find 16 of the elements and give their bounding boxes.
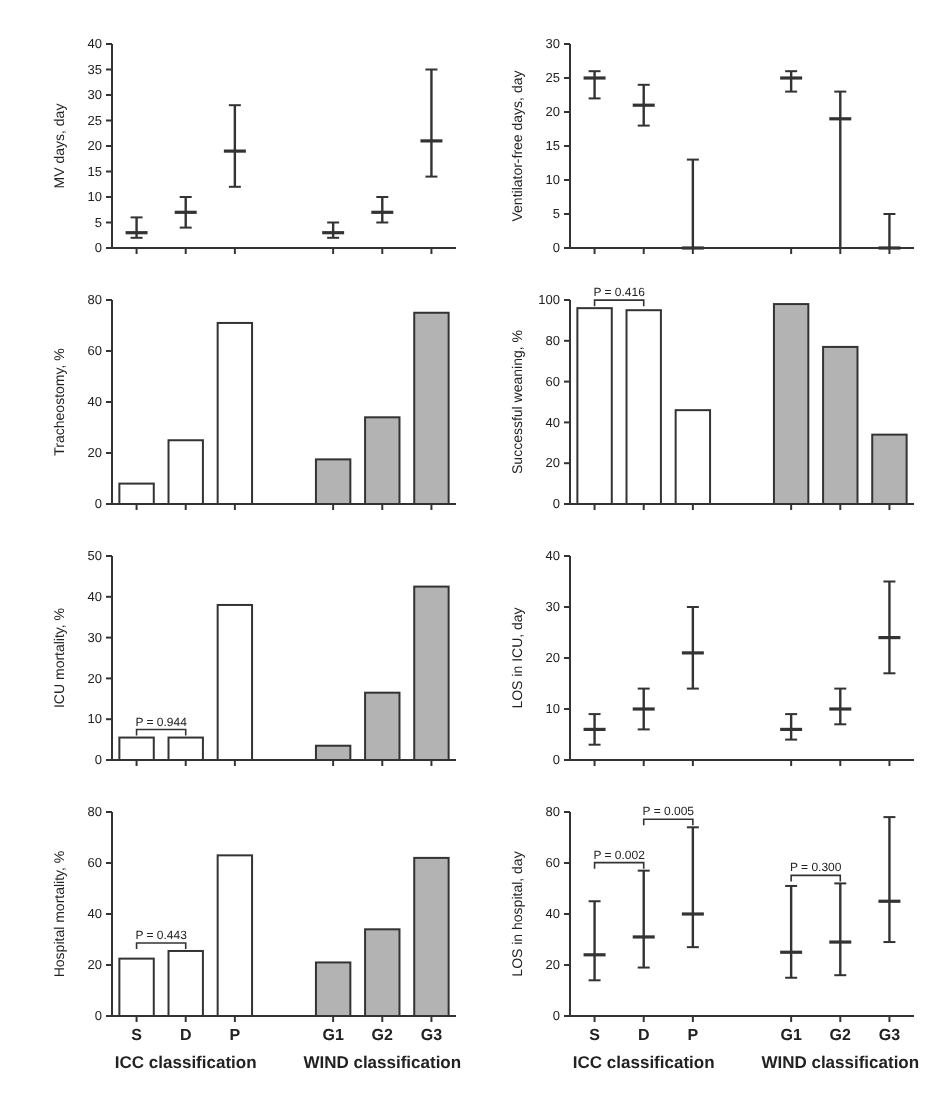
x-tick-label: S	[131, 1026, 144, 1044]
x-tick-label: D	[179, 1026, 192, 1044]
x-tick-label: G3	[878, 1026, 902, 1044]
x-tick-label: S	[589, 1026, 602, 1044]
x-tick-label: G1	[322, 1026, 345, 1044]
text: WIND classification	[761, 1052, 920, 1072]
text: ICC classification	[572, 1052, 715, 1072]
x-tick-label: D	[637, 1026, 650, 1044]
x-tick-label: G1	[780, 1026, 803, 1044]
x-tick-label: G2	[829, 1026, 853, 1044]
x-tick-label: P	[229, 1026, 242, 1044]
x-tick-label: P	[687, 1026, 700, 1044]
text: WIND classification	[303, 1052, 462, 1072]
x-tick-label: G2	[371, 1026, 395, 1044]
text: ICC classification	[114, 1052, 257, 1072]
x-tick-label: G3	[420, 1026, 444, 1044]
